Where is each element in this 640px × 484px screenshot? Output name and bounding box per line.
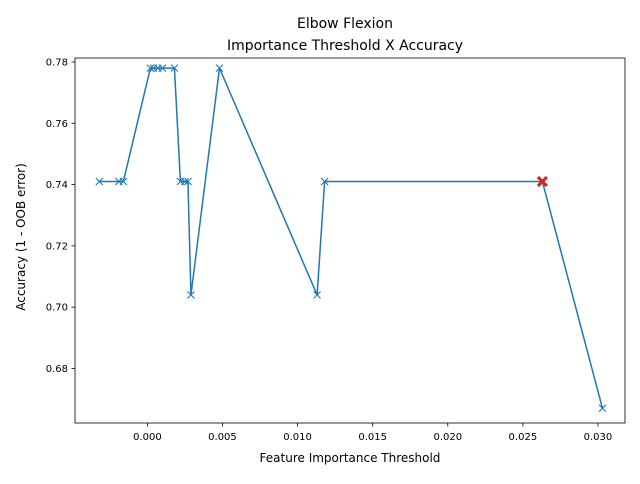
- data-point-marker: [320, 177, 329, 186]
- highlight-layer: [536, 175, 549, 188]
- y-tick-label: 0.74: [46, 180, 68, 191]
- data-point-marker: [170, 64, 179, 73]
- x-tick-label: 0.010: [283, 432, 312, 443]
- data-point-marker: [119, 177, 128, 186]
- data-point-marker: [313, 291, 321, 299]
- data-point-marker: [215, 64, 224, 73]
- chart-subtitle: Importance Threshold X Accuracy: [227, 38, 463, 54]
- x-tick-label: 0.030: [584, 432, 613, 443]
- y-tick-label: 0.72: [46, 241, 68, 252]
- y-tick-label: 0.76: [46, 119, 68, 130]
- axis-ticks: 0.000 0.005 0.010 0.015 0.020 0.025 0.030 0.68 0…: [46, 57, 613, 443]
- x-tick-label: 0.015: [358, 432, 387, 443]
- data-point-marker: [598, 404, 607, 413]
- optimal-threshold-marker: [536, 175, 549, 188]
- x-tick-label: 0.000: [133, 432, 162, 443]
- y-tick-label: 0.68: [46, 364, 68, 375]
- chart-title: Elbow Flexion: [297, 16, 393, 32]
- x-axis-label: Feature Importance Threshold: [260, 451, 441, 465]
- plot-frame: [74, 57, 626, 424]
- data-point-marker: [158, 64, 167, 73]
- data-point-marker: [146, 64, 155, 73]
- y-tick-label: 0.78: [46, 57, 68, 68]
- data-point-marker: [184, 177, 192, 186]
- plot-area: [74, 57, 626, 424]
- y-axis-label: Accuracy (1 - OOB error): [14, 163, 28, 311]
- data-point-marker: [181, 177, 189, 186]
- data-point-marker: [95, 177, 104, 186]
- data-point-marker: [187, 291, 195, 299]
- series-layer: [95, 64, 607, 413]
- y-tick-label: 0.70: [46, 303, 68, 314]
- series-line: [99, 67, 604, 409]
- x-tick-label: 0.020: [433, 432, 462, 443]
- x-tick-label: 0.005: [208, 432, 237, 443]
- x-tick-label: 0.025: [509, 432, 538, 443]
